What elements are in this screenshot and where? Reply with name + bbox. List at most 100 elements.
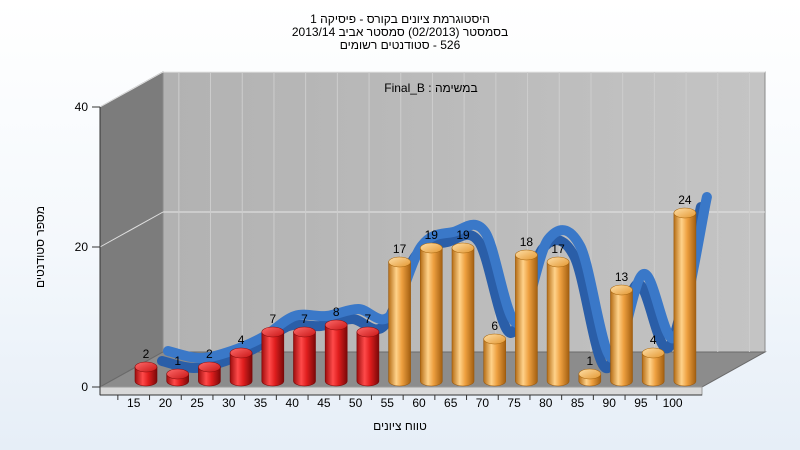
bar-top	[134, 361, 158, 373]
bar: 7	[293, 312, 316, 387]
bar-body	[388, 261, 411, 387]
bar-top	[388, 256, 411, 268]
chart-title: היסטוגרמת ציונים בקורס - פיסיקה 1	[310, 12, 490, 26]
bar-top	[515, 249, 538, 261]
bar-top	[293, 326, 316, 338]
chart-subtitle-students: 526 - סטודנטים רשומים	[339, 38, 461, 52]
x-tick-label: 100	[663, 396, 683, 410]
bar-data-label: 24	[678, 193, 692, 207]
bar-top	[324, 319, 348, 331]
bar-data-label: 17	[551, 242, 565, 256]
bar-top	[546, 256, 570, 268]
x-tick-label: 60	[412, 396, 426, 410]
chart-floor-edge	[99, 386, 703, 396]
bar-body	[356, 331, 380, 387]
x-axis-title: טווח ציונים	[373, 419, 427, 433]
bar-data-label: 1	[586, 354, 593, 368]
x-tick-label: 85	[571, 396, 585, 410]
bar: 7	[261, 312, 285, 387]
bar-data-label: 7	[365, 312, 372, 326]
y-axis-title: מספר סטודנטים	[33, 206, 47, 288]
bar: 18	[515, 235, 538, 387]
gridline-side	[99, 71, 164, 108]
bar: 19	[451, 228, 475, 387]
bar: 6	[483, 319, 507, 387]
x-tick-label: 70	[476, 396, 490, 410]
bar-data-label: 19	[456, 228, 470, 242]
x-tick-label: 35	[254, 396, 268, 410]
bar-body	[293, 331, 316, 387]
bar-top	[356, 326, 380, 338]
bar-data-label: 6	[491, 319, 498, 333]
bar-data-label: 18	[520, 235, 534, 249]
bar: 8	[324, 305, 348, 387]
bar: 17	[546, 242, 570, 387]
bar-body	[673, 212, 697, 387]
bar: 2	[134, 347, 158, 387]
bar-data-label: 4	[650, 333, 657, 347]
bar: 7	[356, 312, 380, 387]
bar-body	[641, 352, 665, 387]
bar-body	[261, 331, 285, 387]
bar-body	[451, 247, 475, 387]
x-tick-label: 45	[317, 396, 331, 410]
bar: 1	[578, 354, 602, 387]
bar: 13	[610, 270, 633, 387]
bar-top	[198, 361, 221, 373]
x-tick-label: 75	[507, 396, 521, 410]
bar-top	[229, 347, 253, 359]
y-tick-label: 40	[75, 100, 89, 114]
bar-data-label: 1	[174, 354, 181, 368]
bar-data-label: 8	[333, 305, 340, 319]
bar-body	[420, 247, 443, 387]
bar-body	[610, 289, 633, 387]
x-tick-label: 25	[190, 396, 204, 410]
x-tick-label: 95	[634, 396, 648, 410]
bar-body	[483, 338, 506, 387]
bar-data-label: 19	[425, 228, 439, 242]
y-tick-label: 20	[75, 240, 89, 254]
bar-top	[166, 368, 189, 380]
bar: 1	[166, 354, 189, 387]
bar-data-label: 7	[269, 312, 276, 326]
bar-top	[610, 284, 633, 296]
bar-body	[229, 352, 253, 387]
bar-data-label: 17	[393, 242, 407, 256]
bar-body	[134, 366, 158, 387]
bar-body	[515, 254, 538, 387]
x-tick-label: 65	[444, 396, 458, 410]
bar-data-label: 13	[615, 270, 629, 284]
bar-top	[641, 347, 665, 359]
gridline-side	[99, 211, 164, 248]
bar-top	[261, 326, 285, 338]
bar-data-label: 7	[301, 312, 308, 326]
x-tick-label: 80	[539, 396, 553, 410]
series-label: במשימה : Final_B	[384, 81, 477, 95]
bar-data-label: 4	[238, 333, 245, 347]
bar-top	[578, 368, 602, 380]
bar: 17	[388, 242, 411, 387]
bar: 2	[198, 347, 221, 387]
x-tick-label: 55	[381, 396, 395, 410]
bar-data-label: 2	[143, 347, 150, 361]
bar-top	[419, 242, 443, 254]
x-tick-label: 15	[127, 396, 141, 410]
bar-body	[546, 261, 570, 387]
x-tick-label: 20	[159, 396, 173, 410]
bar-body	[324, 324, 348, 387]
x-tick-label: 90	[603, 396, 617, 410]
bar-top	[451, 242, 475, 254]
x-tick-label: 40	[286, 396, 300, 410]
x-tick-label: 30	[222, 396, 236, 410]
bar: 19	[419, 228, 443, 387]
bar-top	[673, 207, 697, 219]
bar: 24	[673, 193, 697, 387]
chart-subtitle-semester: בסמסטר (02/2013) סמסטר אביב 2013/14	[291, 25, 509, 39]
x-tick-label: 50	[349, 396, 363, 410]
bar-data-label: 2	[206, 347, 213, 361]
y-tick-label: 0	[81, 380, 88, 394]
bar-top	[483, 333, 507, 345]
bar: 4	[229, 333, 253, 387]
